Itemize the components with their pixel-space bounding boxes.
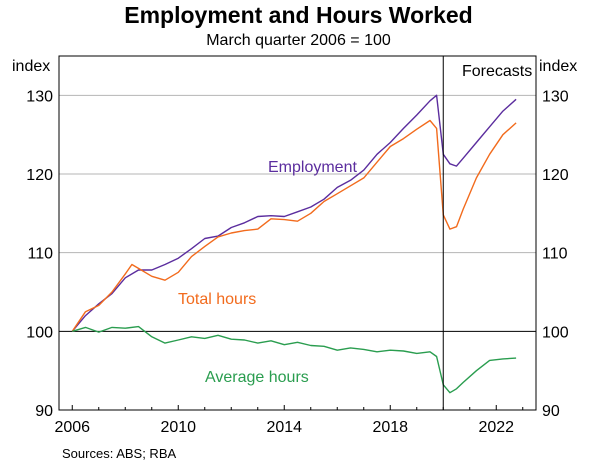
y-tick-right-120: 120 (542, 167, 569, 184)
y-axis-label-left: index (12, 58, 50, 75)
y-tick-right-90: 90 (542, 403, 560, 420)
series-line-total-hours (71, 119, 517, 332)
annotation-employment: Employment (268, 159, 357, 176)
y-tick-right-100: 100 (542, 324, 569, 341)
y-tick-left-100: 100 (26, 324, 53, 341)
x-tick-2006: 2006 (54, 419, 90, 436)
plot-border (58, 55, 537, 411)
labels: index index Forecasts Employment Total h… (12, 58, 577, 436)
series-lines (71, 94, 517, 394)
chart-subtitle: March quarter 2006 = 100 (206, 32, 391, 49)
y-tick-right-110: 110 (542, 246, 568, 263)
series-line-employment (71, 94, 517, 332)
y-tick-left-90: 90 (35, 403, 53, 420)
chart-title: Employment and Hours Worked (124, 2, 473, 28)
x-tick-2018: 2018 (372, 419, 408, 436)
x-tick-2022: 2022 (478, 419, 514, 436)
forecast-label: Forecasts (462, 63, 532, 80)
gridlines (59, 94, 536, 332)
y-axis-label-right: index (539, 58, 577, 75)
y-tick-left-120: 120 (26, 167, 53, 184)
y-tick-left-110: 110 (27, 246, 53, 263)
x-tick-2014: 2014 (266, 419, 302, 436)
x-tick-2010: 2010 (160, 419, 196, 436)
y-tick-left-130: 130 (26, 88, 53, 105)
series-line-average-hours (72, 325, 517, 394)
plot-frame (58, 55, 537, 411)
annotation-total-hours: Total hours (178, 291, 256, 308)
sources-note: Sources: ABS; RBA (62, 446, 177, 461)
y-tick-right-130: 130 (542, 88, 569, 105)
annotation-average-hours: Average hours (205, 369, 309, 386)
